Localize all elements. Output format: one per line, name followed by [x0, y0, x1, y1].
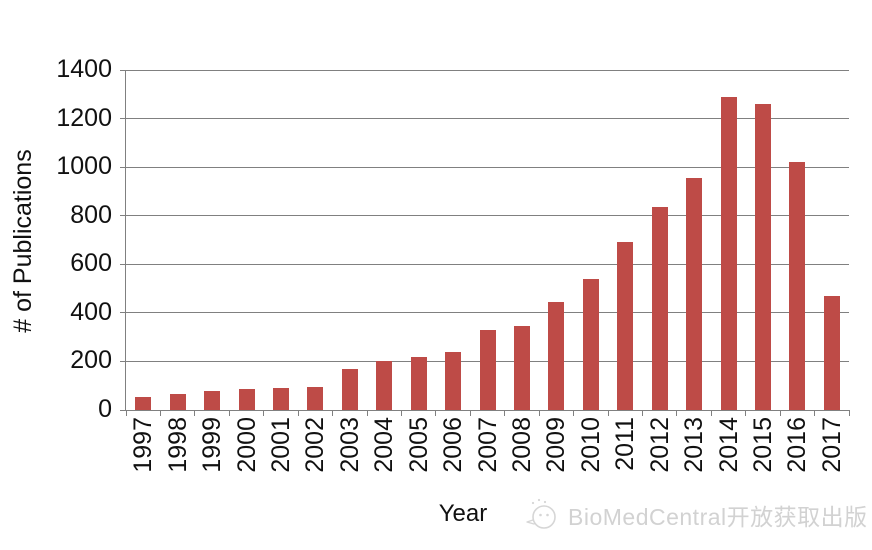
x-tick-mark [573, 410, 575, 416]
x-tick-mark [641, 410, 643, 416]
plot-area [120, 69, 850, 416]
y-tick-mark [120, 409, 126, 411]
x-tick-label-2008: 2008 [507, 417, 536, 473]
x-axis-line [126, 410, 849, 411]
x-tick-label-2014: 2014 [714, 417, 743, 473]
x-tick-label-2006: 2006 [439, 417, 468, 473]
x-tick-label-2016: 2016 [783, 417, 812, 473]
bar-1999 [204, 390, 221, 410]
x-tick-mark [194, 410, 196, 416]
x-tick-mark [263, 410, 265, 416]
bar-2007 [479, 329, 496, 410]
x-tick-mark [228, 410, 230, 416]
x-tick-mark [125, 410, 127, 416]
bar-2001 [272, 388, 289, 410]
x-tick-mark [400, 410, 402, 416]
bar-2009 [548, 301, 565, 410]
bar-2000 [238, 389, 255, 410]
y-tick-label-600: 600 [70, 249, 112, 278]
x-tick-mark [332, 410, 334, 416]
bar-2008 [513, 326, 530, 410]
x-tick-label-2001: 2001 [266, 417, 295, 473]
x-tick-mark [469, 410, 471, 416]
x-tick-mark [710, 410, 712, 416]
y-axis-title: # of Publications [9, 149, 37, 333]
gridline-600 [126, 263, 849, 265]
x-tick-label-2011: 2011 [611, 417, 640, 471]
x-tick-mark [676, 410, 678, 416]
bar-2010 [582, 278, 599, 410]
y-tick-mark [120, 69, 126, 71]
bar-2002 [307, 386, 324, 410]
x-tick-mark [848, 410, 850, 416]
x-tick-mark [504, 410, 506, 416]
y-tick-label-1000: 1000 [56, 152, 112, 181]
x-tick-label-1997: 1997 [129, 417, 158, 473]
y-tick-mark [120, 118, 126, 120]
x-tick-label-2013: 2013 [680, 417, 709, 473]
x-tick-label-2000: 2000 [232, 417, 261, 473]
x-tick-label-2002: 2002 [301, 417, 330, 473]
y-tick-label-1200: 1200 [56, 103, 112, 132]
x-tick-mark [814, 410, 816, 416]
y-tick-mark [120, 312, 126, 314]
x-tick-mark [745, 410, 747, 416]
y-tick-mark [120, 215, 126, 217]
x-tick-label-2009: 2009 [542, 417, 571, 473]
wechat-smiley-icon [524, 495, 562, 535]
y-tick-label-800: 800 [70, 200, 112, 229]
y-tick-mark [120, 360, 126, 362]
bar-1997 [135, 396, 152, 410]
gridline-800 [126, 215, 849, 217]
bar-2003 [341, 368, 358, 410]
x-tick-label-2005: 2005 [404, 417, 433, 473]
x-tick-mark [779, 410, 781, 416]
gridline-400 [126, 312, 849, 314]
x-tick-label-2017: 2017 [817, 417, 846, 473]
bar-2015 [754, 104, 771, 410]
y-tick-label-400: 400 [70, 297, 112, 326]
x-tick-mark [538, 410, 540, 416]
y-tick-label-0: 0 [98, 395, 112, 423]
x-tick-mark [607, 410, 609, 416]
y-tick-label-1400: 1400 [56, 55, 112, 83]
x-axis-title: Year [438, 500, 488, 527]
gridline-1200 [126, 118, 849, 120]
bar-2004 [376, 361, 393, 410]
gridline-1400 [126, 69, 849, 71]
x-tick-mark [297, 410, 299, 416]
x-tick-label-2010: 2010 [576, 417, 605, 473]
x-tick-label-2004: 2004 [370, 417, 399, 473]
gridline-1000 [126, 166, 849, 168]
bar-2011 [617, 242, 634, 410]
y-tick-mark [120, 263, 126, 265]
x-tick-label-2012: 2012 [645, 417, 674, 473]
watermark-text: BioMedCentral开放获取出版 [568, 504, 868, 530]
bar-2013 [686, 178, 703, 410]
x-tick-label-2003: 2003 [335, 417, 364, 473]
x-tick-label-2015: 2015 [748, 417, 777, 473]
watermark: BioMedCentral开放获取出版 [524, 492, 868, 538]
y-tick-mark [120, 166, 126, 168]
bar-2012 [651, 207, 668, 410]
bar-1998 [169, 394, 186, 410]
x-tick-mark [435, 410, 437, 416]
x-tick-label-1999: 1999 [198, 417, 227, 473]
bar-2017 [823, 295, 840, 410]
bar-2005 [410, 356, 427, 410]
x-tick-label-1998: 1998 [163, 417, 192, 473]
y-tick-label-200: 200 [70, 346, 112, 375]
y-axis-line [125, 70, 126, 411]
bar-2016 [789, 162, 806, 410]
bar-2006 [445, 351, 462, 410]
bar-2014 [720, 96, 737, 410]
x-tick-mark [366, 410, 368, 416]
x-tick-label-2007: 2007 [473, 417, 502, 473]
x-tick-mark [159, 410, 161, 416]
